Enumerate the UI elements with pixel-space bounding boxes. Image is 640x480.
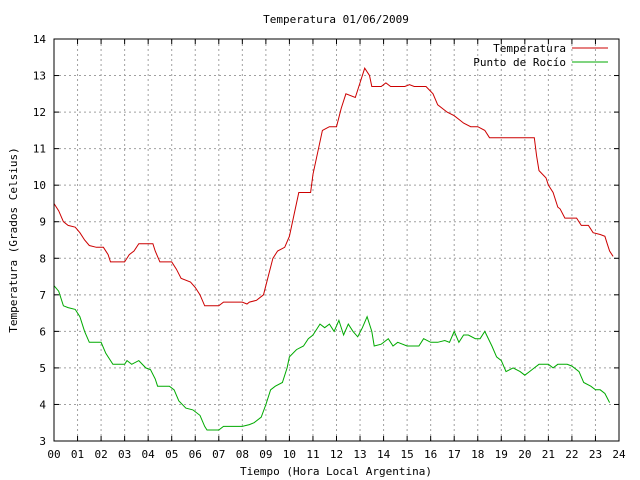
x-tick-label: 03 [118, 448, 131, 461]
x-tick-label: 02 [94, 448, 107, 461]
x-tick-label: 07 [212, 448, 225, 461]
series-layer [53, 67, 614, 431]
x-tick-label: 22 [565, 448, 578, 461]
y-tick-label: 6 [39, 325, 46, 338]
series-line-punto-de-roc-o [53, 285, 611, 431]
x-tick-label: 12 [330, 448, 343, 461]
x-tick-label: 18 [471, 448, 484, 461]
y-tick-label: 12 [33, 106, 46, 119]
x-tick-label: 14 [377, 448, 391, 461]
y-tick-label: 10 [33, 179, 46, 192]
series-line-temperatura [53, 67, 614, 307]
x-tick-label: 05 [165, 448, 178, 461]
x-tick-label: 17 [448, 448, 461, 461]
legend-label: Punto de Rocío [473, 56, 566, 69]
x-tick-label: 16 [424, 448, 437, 461]
x-axis-label: Tiempo (Hora Local Argentina) [240, 465, 432, 478]
axis-ticks: 00 01 02 03 04 05 06 07 08 09 10 11 12 13 14 15 16 17 18 19… [33, 33, 626, 461]
x-tick-label: 20 [518, 448, 531, 461]
y-tick-label: 8 [39, 252, 46, 265]
chart-title: Temperatura 01/06/2009 [263, 13, 409, 26]
x-tick-label: 08 [236, 448, 249, 461]
x-tick-label: 06 [189, 448, 202, 461]
grid [54, 39, 619, 441]
y-tick-label: 7 [39, 289, 46, 302]
legend-label: Temperatura [493, 42, 566, 55]
x-tick-label: 15 [401, 448, 414, 461]
x-tick-label: 11 [306, 448, 319, 461]
y-tick-label: 14 [33, 33, 47, 46]
x-tick-label: 13 [353, 448, 366, 461]
x-tick-label: 10 [283, 448, 296, 461]
x-tick-label: 24 [612, 448, 626, 461]
y-tick-label: 9 [39, 216, 46, 229]
x-tick-label: 01 [71, 448, 84, 461]
x-tick-label: 19 [495, 448, 508, 461]
x-tick-label: 09 [259, 448, 272, 461]
x-tick-label: 23 [589, 448, 602, 461]
y-tick-label: 5 [39, 362, 46, 375]
y-axis-label: Temperatura (Grados Celsius) [7, 147, 20, 332]
y-tick-label: 4 [39, 398, 46, 411]
x-tick-label: 21 [542, 448, 555, 461]
y-tick-label: 13 [33, 70, 46, 83]
plot-frame [53, 38, 620, 442]
y-tick-label: 3 [39, 435, 46, 448]
x-tick-label: 00 [47, 448, 60, 461]
x-tick-label: 04 [142, 448, 156, 461]
y-tick-label: 11 [33, 143, 46, 156]
